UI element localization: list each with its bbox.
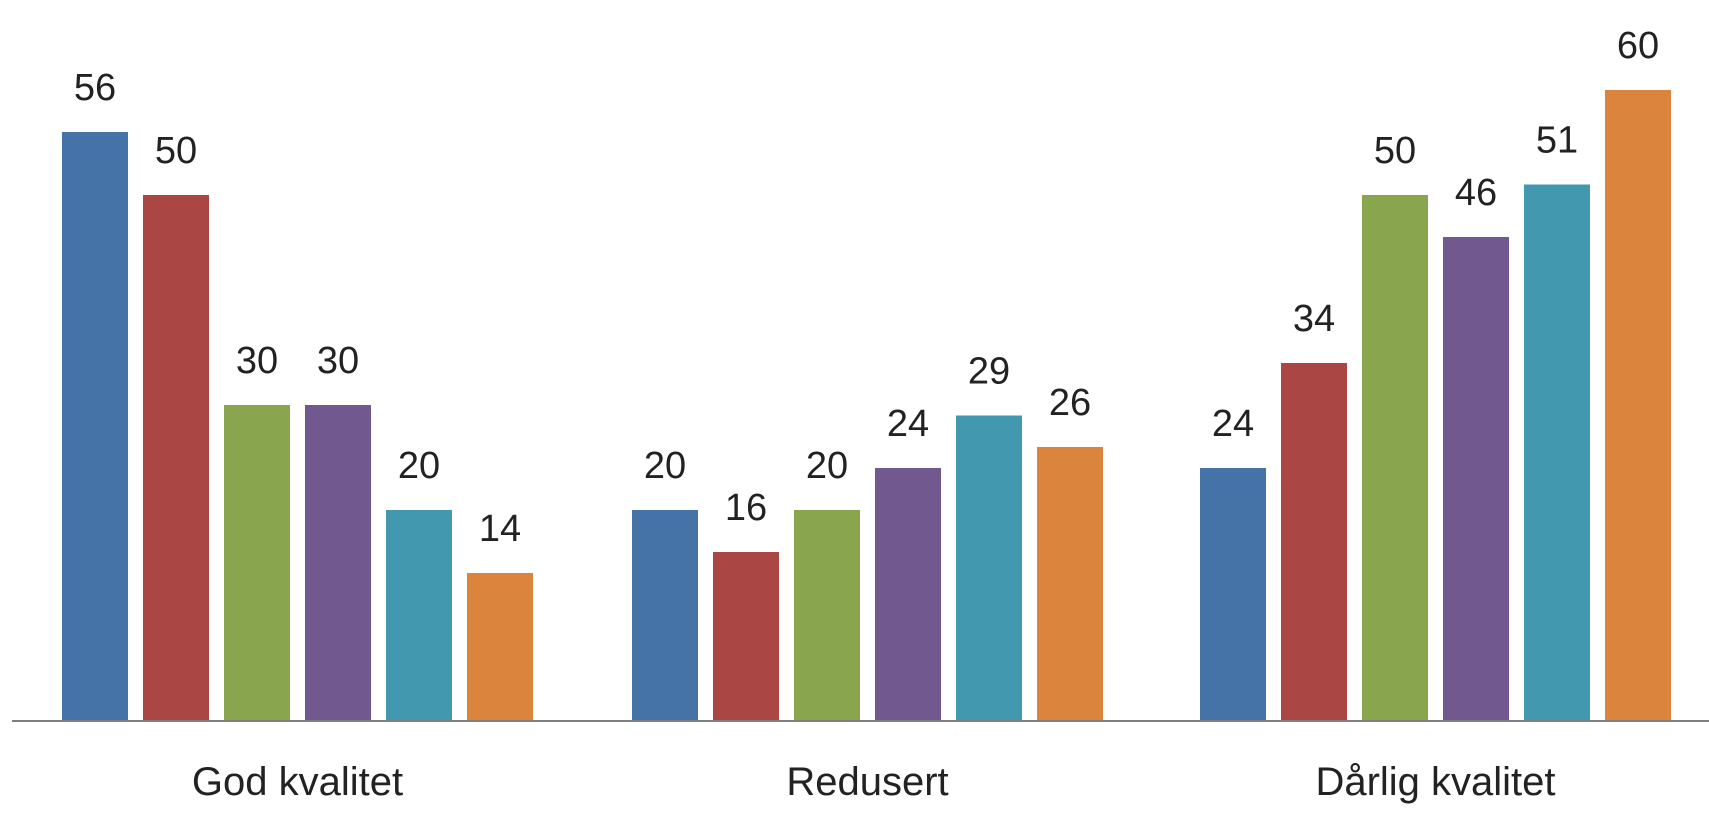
data-labels-layer: 56 50 30 30 20 14 20 16 20 24 29 26 24 34 50 46 51 60 xyxy=(74,25,1659,550)
bar-1-3 xyxy=(224,405,290,720)
data-label-3-5: 51 xyxy=(1536,120,1578,162)
data-label-1-2: 50 xyxy=(155,130,197,172)
bar-2-1 xyxy=(632,510,698,720)
bar-3-6 xyxy=(1605,90,1671,720)
bar-1-5 xyxy=(386,510,452,720)
data-label-1-6: 14 xyxy=(479,508,521,550)
category-labels-layer: God kvalitet Redusert Dårlig kvalitet xyxy=(192,760,1556,804)
bar-2-3 xyxy=(794,510,860,720)
bar-3-4 xyxy=(1443,237,1509,720)
category-label-1: God kvalitet xyxy=(192,760,403,804)
data-label-2-2: 16 xyxy=(725,487,767,529)
data-label-2-1: 20 xyxy=(644,445,686,487)
category-label-3: Dårlig kvalitet xyxy=(1315,760,1555,804)
data-label-1-5: 20 xyxy=(398,445,440,487)
bar-2-5 xyxy=(956,415,1022,720)
bars-layer xyxy=(62,90,1671,720)
bar-1-2 xyxy=(143,195,209,720)
bar-3-1 xyxy=(1200,468,1266,720)
data-label-1-3: 30 xyxy=(236,340,278,382)
data-label-3-4: 46 xyxy=(1455,172,1497,214)
data-label-1-1: 56 xyxy=(74,67,116,109)
bar-1-1 xyxy=(62,132,128,720)
bar-1-6 xyxy=(467,573,533,720)
bar-2-6 xyxy=(1037,447,1103,720)
data-label-2-4: 24 xyxy=(887,403,929,445)
category-label-2: Redusert xyxy=(786,760,948,804)
data-label-3-2: 34 xyxy=(1293,298,1335,340)
bar-2-4 xyxy=(875,468,941,720)
data-label-2-3: 20 xyxy=(806,445,848,487)
data-label-3-1: 24 xyxy=(1212,403,1254,445)
bar-3-2 xyxy=(1281,363,1347,720)
bar-1-4 xyxy=(305,405,371,720)
data-label-1-4: 30 xyxy=(317,340,359,382)
data-label-3-6: 60 xyxy=(1617,25,1659,67)
bar-3-3 xyxy=(1362,195,1428,720)
data-label-2-6: 26 xyxy=(1049,382,1091,424)
data-label-2-5: 29 xyxy=(968,351,1010,393)
bar-2-2 xyxy=(713,552,779,720)
bar-3-5 xyxy=(1524,184,1590,720)
data-label-3-3: 50 xyxy=(1374,130,1416,172)
